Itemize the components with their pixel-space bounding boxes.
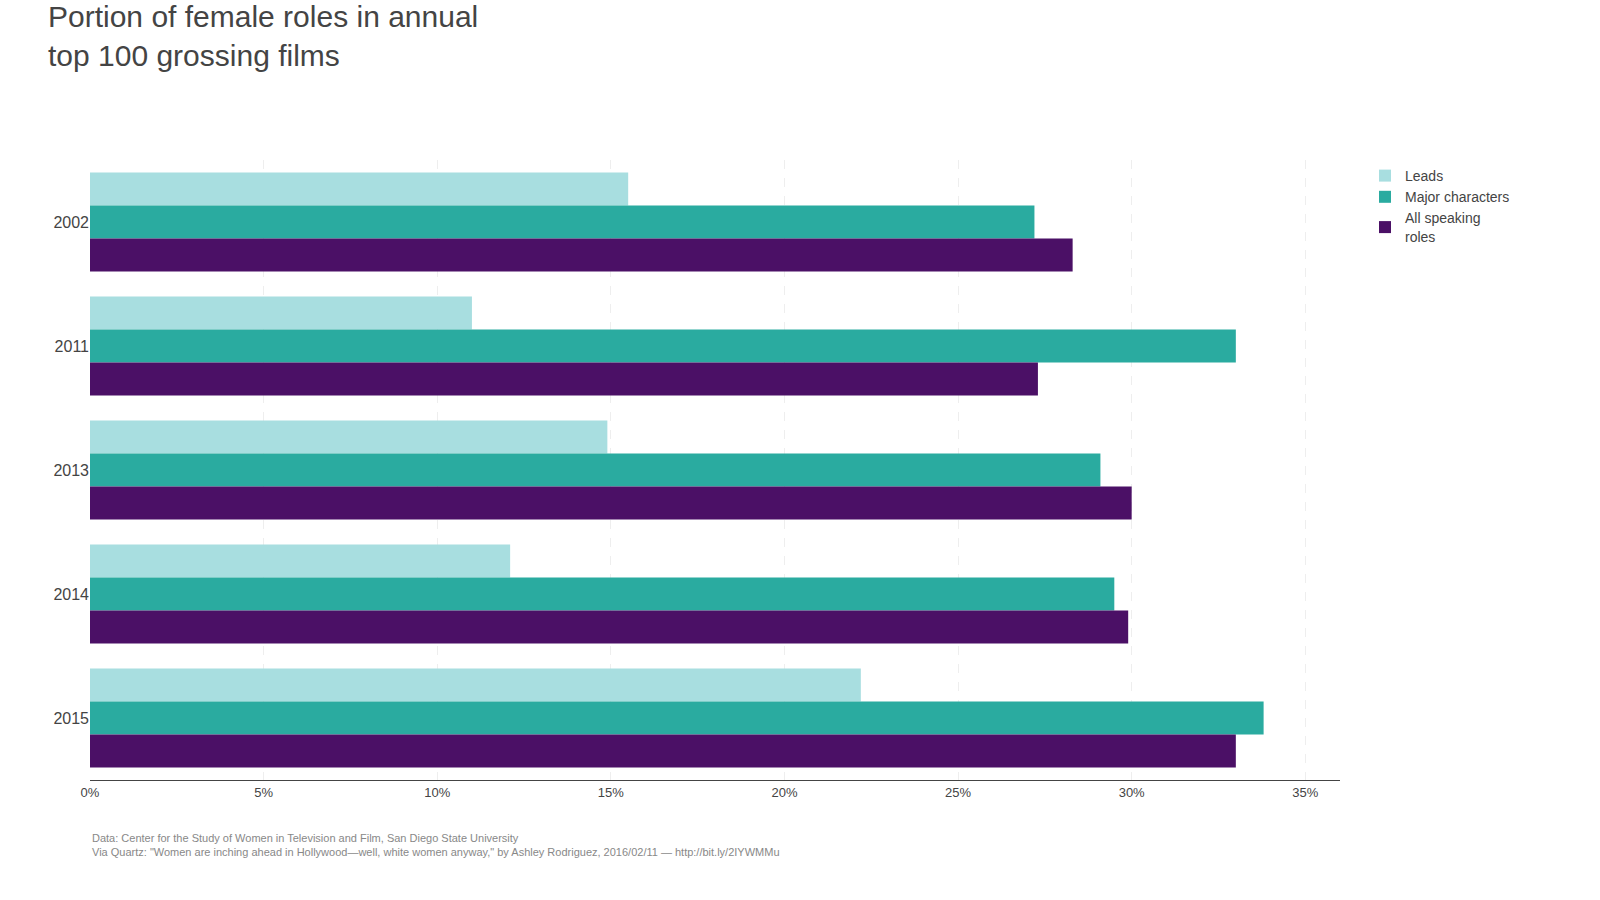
- svg-text:25%: 25%: [945, 785, 971, 800]
- svg-text:2011: 2011: [55, 338, 90, 355]
- svg-text:2002: 2002: [53, 214, 89, 231]
- svg-text:30%: 30%: [1119, 785, 1145, 800]
- svg-text:Leads: Leads: [1405, 168, 1443, 184]
- svg-text:15%: 15%: [598, 785, 624, 800]
- svg-text:0%: 0%: [81, 785, 100, 800]
- svg-text:All speakingroles: All speakingroles: [1405, 210, 1481, 244]
- svg-text:5%: 5%: [254, 785, 273, 800]
- svg-text:2014: 2014: [53, 586, 89, 603]
- svg-text:Major characters: Major characters: [1405, 189, 1509, 205]
- svg-text:Portion of female roles in ann: Portion of female roles in annualtop 100…: [48, 0, 478, 72]
- svg-text:Data: Center for the Study of: Data: Center for the Study of Women in T…: [92, 832, 780, 858]
- svg-text:20%: 20%: [771, 785, 797, 800]
- svg-text:10%: 10%: [424, 785, 450, 800]
- svg-text:2013: 2013: [53, 462, 89, 479]
- svg-text:2015: 2015: [53, 710, 89, 727]
- svg-text:35%: 35%: [1292, 785, 1318, 800]
